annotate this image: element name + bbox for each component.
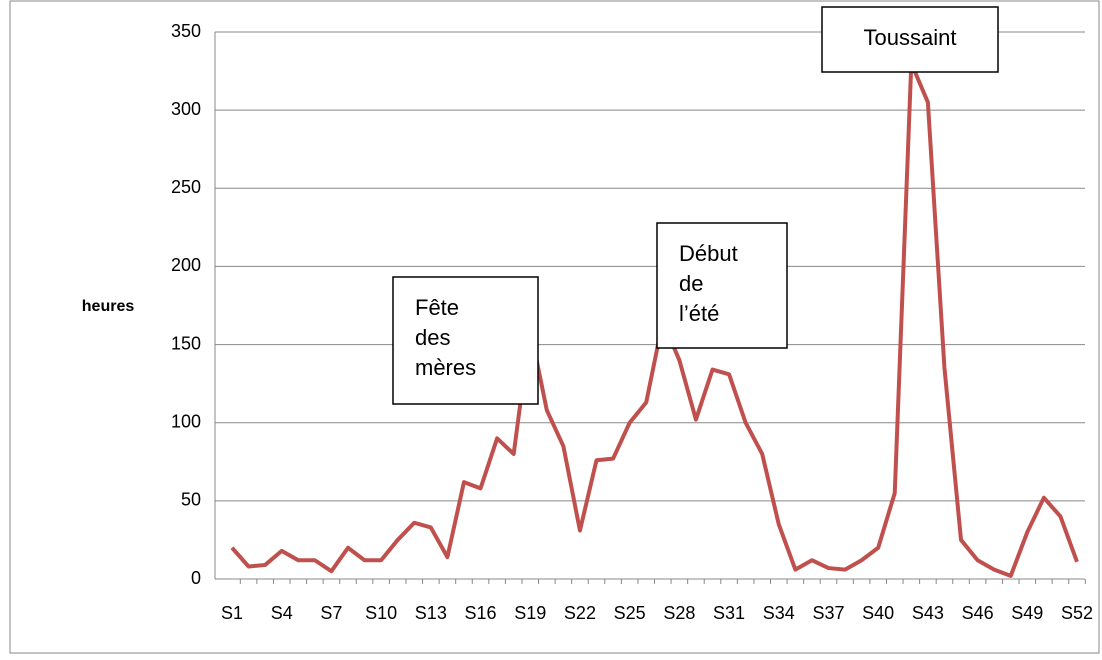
x-tick-label: S4 — [271, 603, 293, 623]
x-tick-label: S46 — [962, 603, 994, 623]
annotation-text: de — [679, 271, 703, 296]
annotation-box — [392, 276, 539, 405]
x-tick-label: S40 — [862, 603, 894, 623]
y-tick-label: 250 — [171, 177, 201, 197]
x-tick-label: S43 — [912, 603, 944, 623]
annotation-box — [656, 222, 788, 349]
x-tick-label: S52 — [1061, 603, 1093, 623]
x-tick-label: S49 — [1011, 603, 1043, 623]
annotation-text: des — [415, 325, 450, 350]
y-tick-label: 100 — [171, 411, 201, 431]
annotation-text: Début — [679, 241, 738, 266]
y-tick-label: 350 — [171, 21, 201, 41]
x-tick-label: S34 — [763, 603, 795, 623]
annotation-text: Fête — [415, 295, 459, 320]
annotation-text: Toussaint — [864, 25, 957, 50]
y-tick-label: 300 — [171, 99, 201, 119]
x-tick-label: S10 — [365, 603, 397, 623]
annotation-box — [821, 6, 999, 73]
x-tick-label: S28 — [663, 603, 695, 623]
x-tick-label: S13 — [415, 603, 447, 623]
y-tick-label: 50 — [181, 490, 201, 510]
x-tick-label: S37 — [812, 603, 844, 623]
data-line — [230, 61, 1079, 578]
y-axis-label: heures — [82, 298, 135, 315]
x-tick-label: S7 — [320, 603, 342, 623]
y-tick-label: 0 — [191, 568, 201, 588]
x-tick-label: S16 — [465, 603, 497, 623]
annotation-text: l’été — [679, 301, 719, 326]
x-tick-label: S1 — [221, 603, 243, 623]
y-tick-label: 200 — [171, 255, 201, 275]
x-tick-label: S31 — [713, 603, 745, 623]
y-tick-label: 150 — [171, 333, 201, 353]
x-tick-label: S22 — [564, 603, 596, 623]
x-tick-label: S19 — [514, 603, 546, 623]
annotation-text: mères — [415, 355, 476, 380]
x-tick-label: S25 — [614, 603, 646, 623]
